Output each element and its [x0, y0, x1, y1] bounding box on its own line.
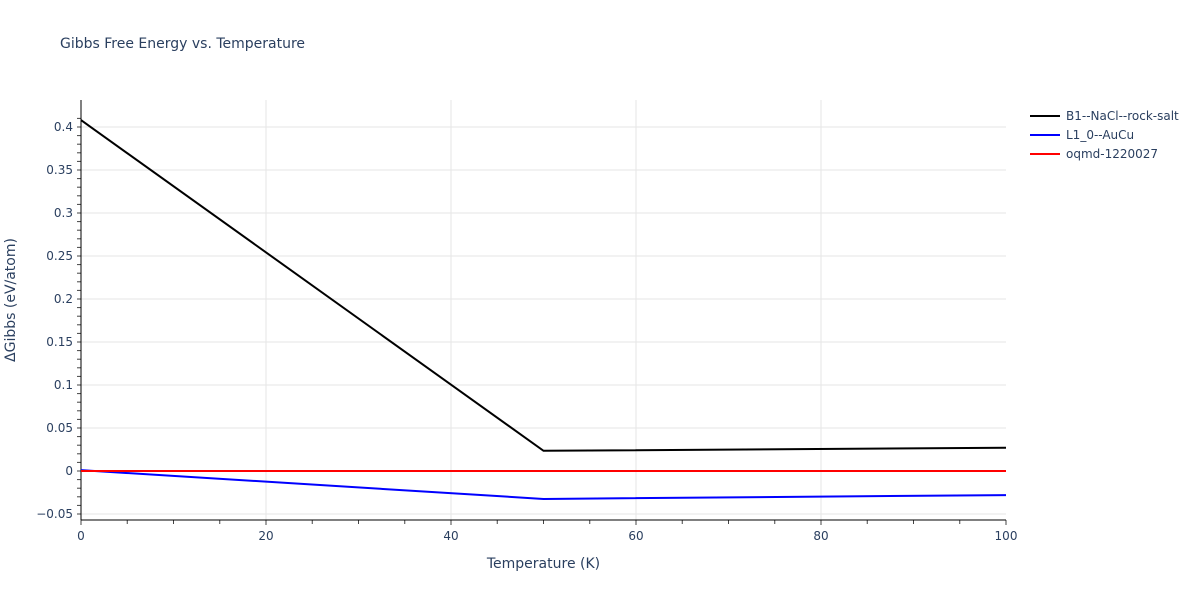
y-tick-label: 0.15 [46, 335, 73, 349]
y-tick-label: 0.2 [54, 292, 73, 306]
y-tick-label: −0.05 [36, 507, 73, 521]
y-tick-label: 0.3 [54, 206, 73, 220]
series-line[interactable] [80, 469, 1007, 500]
legend-item-oqmd[interactable]: oqmd-1220027 [1030, 144, 1179, 163]
y-axis-title: ΔGibbs (eV/atom) [3, 238, 19, 362]
y-tick-label: 0.1 [54, 378, 73, 392]
legend: B1--NaCl--rock-salt L1_0--AuCu oqmd-1220… [1030, 106, 1179, 163]
x-tick-label: 100 [995, 529, 1018, 543]
x-tick-label: 0 [77, 529, 85, 543]
series-line[interactable] [80, 119, 1007, 452]
y-tick-label: 0 [65, 464, 73, 478]
y-tick-label: 0.05 [46, 421, 73, 435]
x-tick-label: 60 [628, 529, 643, 543]
legend-item-b1[interactable]: B1--NaCl--rock-salt [1030, 106, 1179, 125]
x-axis-title: Temperature (K) [486, 556, 600, 572]
legend-item-l10[interactable]: L1_0--AuCu [1030, 125, 1179, 144]
legend-label: B1--NaCl--rock-salt [1066, 108, 1179, 123]
legend-label: oqmd-1220027 [1066, 146, 1159, 161]
x-tick-label: 40 [443, 529, 458, 543]
x-tick-label: 20 [258, 529, 273, 543]
x-tick-label: 80 [813, 529, 828, 543]
legend-swatch-icon [1030, 152, 1060, 155]
chart-title: Gibbs Free Energy vs. Temperature [60, 36, 306, 52]
y-tick-label: 0.25 [46, 249, 73, 263]
legend-swatch-icon [1030, 133, 1060, 136]
legend-label: L1_0--AuCu [1066, 127, 1135, 142]
legend-swatch-icon [1030, 114, 1060, 117]
y-tick-label: 0.35 [46, 163, 73, 177]
y-tick-label: 0.4 [54, 120, 73, 134]
